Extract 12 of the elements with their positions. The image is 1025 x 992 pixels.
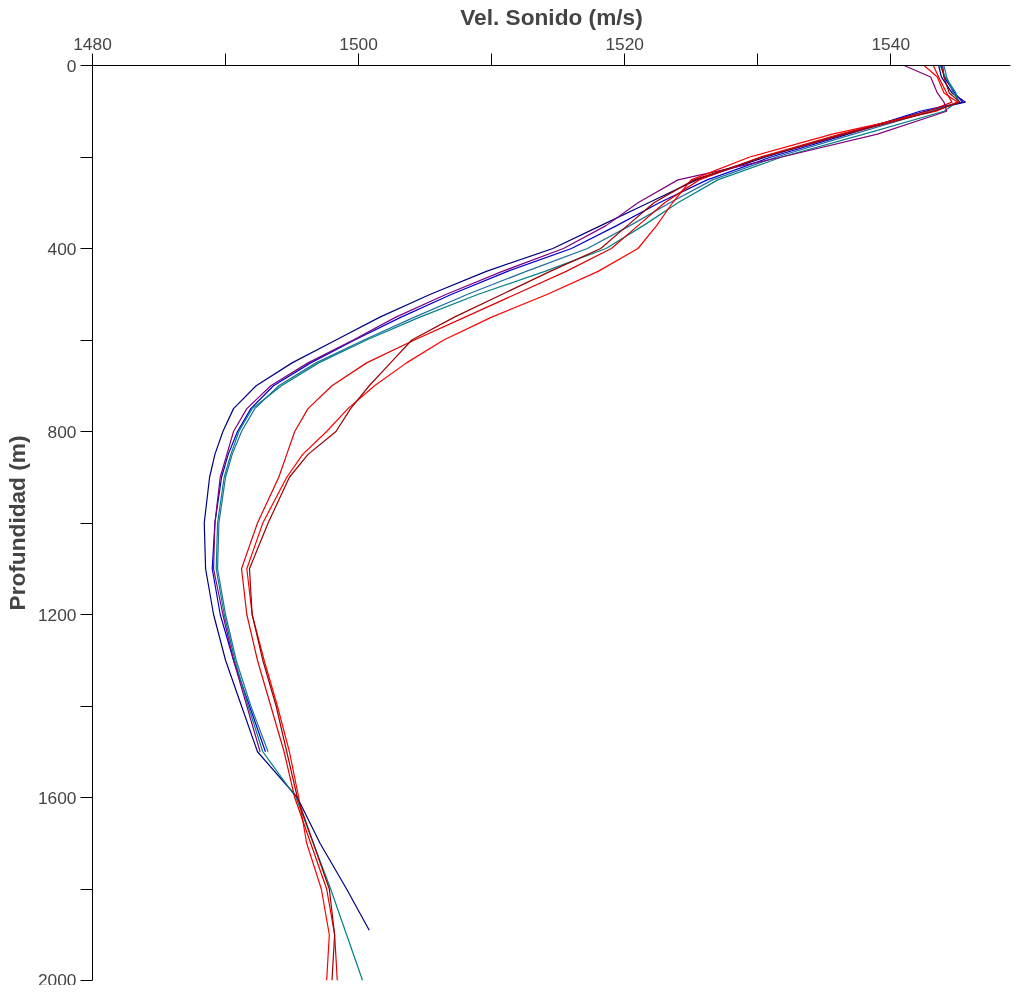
y-tick-label: 0 — [66, 55, 77, 76]
y-axis-title: Profundidad (m) — [3, 435, 30, 611]
x-tick-label: 1500 — [339, 33, 378, 54]
x-tick-label: 1520 — [605, 33, 644, 54]
x-tick-label: 1540 — [871, 33, 911, 54]
y-tick-label: 1200 — [37, 604, 77, 625]
y-tick-label: 800 — [47, 421, 77, 442]
y-tick-label: 1600 — [37, 787, 77, 808]
y-tick-label: 2000 — [37, 969, 77, 990]
x-tick-label: 1480 — [73, 33, 112, 54]
y-tick-label: 400 — [47, 238, 77, 259]
x-axis-title: Vel. Sonido (m/s) — [460, 3, 643, 30]
